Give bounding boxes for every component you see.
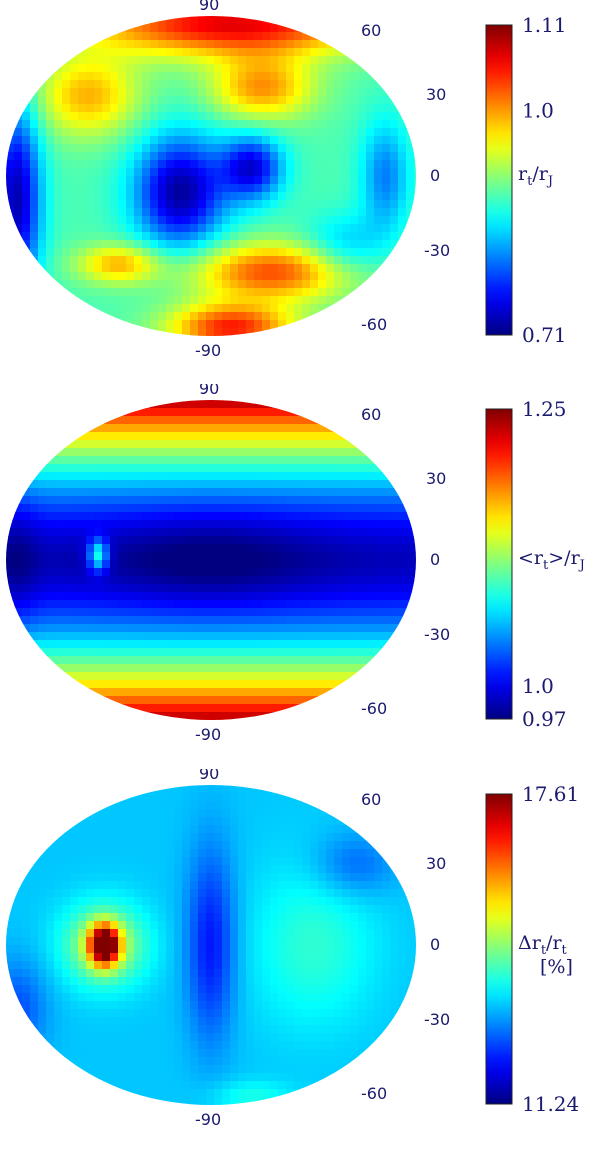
sky-map-panel-3: 90 60 30 0 -30 -60 -90 17.61 11.24 Δrt/rt[%] (6, 769, 579, 1129)
latitude-label: 30 (426, 854, 446, 873)
latitude-label: -90 (195, 341, 221, 360)
latitude-label: -90 (195, 1110, 221, 1129)
latitude-label: -60 (361, 315, 387, 334)
colorbar-title: rt/rJ (518, 163, 553, 189)
heatmap-cells (6, 16, 416, 336)
latitude-label: 90 (199, 384, 219, 398)
colorbar-tick-label: 17.61 (522, 782, 579, 806)
sky-map-panel-1: 90 60 30 0 -30 -60 -90 1.11 1.0 0.71 rt/rJ (6, 0, 567, 360)
latitude-label: -30 (424, 241, 450, 260)
heatmap-cells (6, 785, 416, 1105)
colorbar-tick-label: 0.97 (522, 707, 567, 731)
colorbar-tick-label: 1.11 (522, 13, 567, 37)
latitude-label: -30 (424, 1010, 450, 1029)
latitude-label: -30 (424, 625, 450, 644)
sky-map-panel-2: 90 60 30 0 -30 -60 -90 1.25 1.0 0.97 <rt>/rJ (6, 384, 585, 744)
colorbar (486, 25, 512, 335)
colorbar (486, 409, 512, 719)
colorbar-unit: [%] (540, 956, 573, 978)
latitude-label: 90 (199, 0, 219, 14)
latitude-label: 0 (430, 550, 440, 569)
latitude-label: -60 (361, 1084, 387, 1103)
latitude-label: -90 (195, 725, 221, 744)
colorbar-tick-label: 0.71 (522, 323, 567, 347)
colorbar-tick-label: 1.25 (522, 397, 567, 421)
latitude-label: 60 (361, 790, 381, 809)
colorbar (486, 794, 512, 1104)
latitude-label: 30 (426, 469, 446, 488)
colorbar-title: Δrt/rt (518, 932, 568, 958)
latitude-label: 0 (430, 935, 440, 954)
colorbar-tick-label: 1.0 (522, 674, 554, 698)
latitude-label: -60 (361, 699, 387, 718)
latitude-label: 0 (430, 166, 440, 185)
colorbar-title: <rt>/rJ (518, 547, 585, 573)
colorbar-tick-label: 1.0 (522, 98, 554, 122)
heatmap-cells (6, 400, 416, 720)
colorbar-tick-label: 11.24 (522, 1092, 579, 1116)
latitude-label: 60 (361, 21, 381, 40)
latitude-label: 90 (199, 769, 219, 783)
latitude-label: 30 (426, 85, 446, 104)
latitude-label: 60 (361, 405, 381, 424)
